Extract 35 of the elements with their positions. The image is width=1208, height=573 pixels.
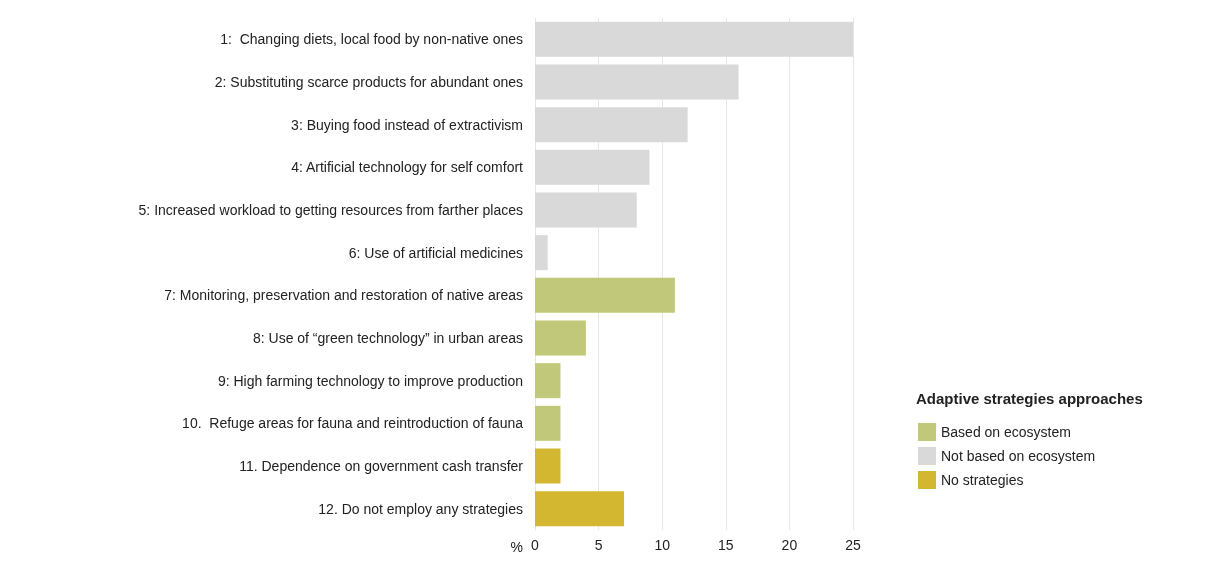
bar [535,405,561,441]
legend-label: Based on ecosystem [941,424,1071,440]
y-tick-label: 1: Changing diets, local food by non-native ones [220,31,523,48]
bar [535,235,548,271]
y-tick-label: 10. Refuge areas for fauna and reintroduction of fauna [182,415,524,432]
x-axis-title: % [510,539,523,555]
y-tick-label: 11. Dependence on government cash transfer [239,458,524,474]
x-tick-label: 0 [531,537,540,553]
x-tick-label: 15 [718,537,734,553]
bar [535,491,625,527]
bar [535,363,561,399]
y-tick-label: 5: Increased workload to getting resources from farther places [138,202,523,218]
legend-label: No strategies [941,472,1024,488]
bar [535,21,853,57]
x-tick-label: 25 [845,537,861,553]
bar [535,448,561,484]
x-tick-label: 10 [654,537,671,553]
y-tick-label: 12. Do not employ any strategies [318,500,523,517]
bar [535,320,586,356]
x-tick-label: 5 [594,537,603,553]
bar [535,107,688,143]
legend-title: Adaptive strategies approaches [916,390,1143,407]
y-tick-label: 2: Substituting scarce products for abundant ones [214,74,523,90]
y-tick-label: 7: Monitoring, preservation and restoration of native areas [164,287,523,304]
bar [535,64,739,100]
y-tick-label: 6: Use of artificial medicines [348,244,523,261]
y-tick-label: 4: Artificial technology for self comfort [291,159,524,176]
bar [535,277,675,313]
legend-label: Not based on ecosystem [941,448,1096,464]
bar [535,192,637,228]
y-tick-label: 3: Buying food instead of extractivism [291,116,523,133]
y-tick-label: 9: High farming technology to improve production [217,372,523,389]
x-tick-label: 20 [781,537,798,553]
y-tick-label: 8: Use of “green technology” in urban areas [252,330,523,346]
bar [535,149,650,185]
